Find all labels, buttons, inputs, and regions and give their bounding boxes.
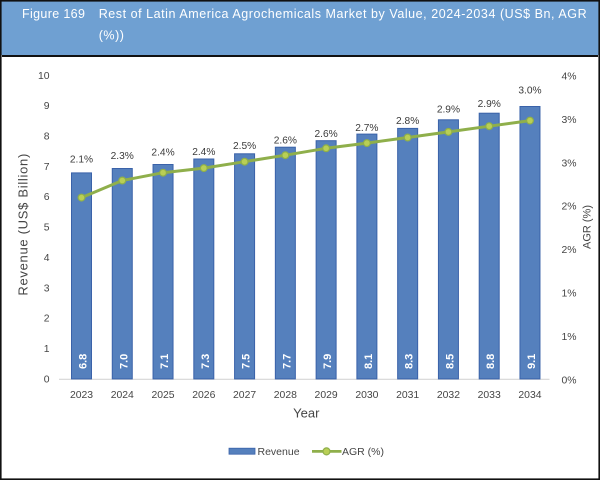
svg-text:10: 10 [38, 71, 50, 82]
svg-text:Year: Year [293, 405, 320, 420]
svg-text:7: 7 [44, 162, 50, 173]
svg-text:(%)): (%)) [99, 29, 125, 43]
svg-text:2%: 2% [562, 245, 577, 256]
svg-text:7.1: 7.1 [159, 354, 171, 369]
svg-text:2024: 2024 [111, 390, 134, 401]
svg-text:2023: 2023 [70, 390, 93, 401]
svg-text:2029: 2029 [315, 390, 338, 401]
svg-text:2025: 2025 [151, 390, 174, 401]
svg-text:2.3%: 2.3% [111, 151, 134, 162]
svg-text:0%: 0% [562, 375, 577, 386]
svg-text:2030: 2030 [355, 390, 378, 401]
svg-text:2.4%: 2.4% [192, 147, 215, 158]
svg-text:Figure 169: Figure 169 [22, 7, 85, 21]
svg-text:5: 5 [44, 223, 50, 234]
svg-text:Revenue (US$ Billion): Revenue (US$ Billion) [16, 153, 31, 296]
svg-text:9.1: 9.1 [526, 354, 538, 369]
svg-text:2026: 2026 [192, 390, 215, 401]
svg-text:3.0%: 3.0% [518, 85, 541, 96]
svg-text:1%: 1% [562, 289, 577, 300]
svg-text:2.9%: 2.9% [437, 105, 460, 116]
svg-text:8.1: 8.1 [363, 354, 375, 369]
svg-text:0: 0 [44, 374, 50, 385]
svg-text:1%: 1% [562, 332, 577, 343]
svg-text:7.3: 7.3 [200, 354, 212, 369]
svg-text:2: 2 [44, 314, 50, 325]
svg-text:7.5: 7.5 [241, 354, 253, 369]
svg-text:7.7: 7.7 [281, 354, 293, 369]
svg-text:4: 4 [44, 253, 50, 264]
svg-text:1: 1 [44, 344, 50, 355]
svg-text:8.5: 8.5 [444, 354, 456, 369]
svg-text:2.1%: 2.1% [70, 155, 93, 166]
svg-text:2032: 2032 [437, 390, 460, 401]
svg-text:2034: 2034 [518, 390, 541, 401]
svg-text:2.7%: 2.7% [355, 123, 378, 134]
svg-text:4%: 4% [562, 71, 577, 82]
svg-text:7.9: 7.9 [322, 354, 334, 369]
svg-text:2.6%: 2.6% [274, 136, 297, 147]
svg-text:6.8: 6.8 [78, 354, 90, 369]
svg-text:2.6%: 2.6% [315, 129, 338, 140]
svg-text:3%: 3% [562, 115, 577, 126]
svg-text:2028: 2028 [274, 390, 297, 401]
svg-text:2.9%: 2.9% [478, 99, 501, 110]
svg-text:2033: 2033 [478, 390, 501, 401]
svg-text:9: 9 [44, 101, 50, 112]
svg-text:2.5%: 2.5% [233, 141, 256, 152]
svg-text:8.8: 8.8 [485, 354, 497, 369]
svg-text:AGR (%): AGR (%) [582, 205, 594, 249]
svg-text:2027: 2027 [233, 390, 256, 401]
svg-text:2.4%: 2.4% [151, 148, 174, 159]
svg-text:2.8%: 2.8% [396, 116, 419, 127]
svg-text:3%: 3% [562, 158, 577, 169]
svg-text:AGR (%): AGR (%) [342, 446, 384, 458]
svg-text:Rest of Latin America Agrochem: Rest of Latin America Agrochemicals Mark… [99, 7, 587, 21]
svg-text:8.3: 8.3 [404, 354, 416, 369]
svg-text:8: 8 [44, 132, 50, 143]
svg-text:3: 3 [44, 283, 50, 294]
svg-text:2%: 2% [562, 202, 577, 213]
svg-text:Revenue: Revenue [258, 446, 300, 458]
svg-text:2031: 2031 [396, 390, 419, 401]
svg-text:6: 6 [44, 192, 50, 203]
svg-text:7.0: 7.0 [118, 354, 130, 369]
